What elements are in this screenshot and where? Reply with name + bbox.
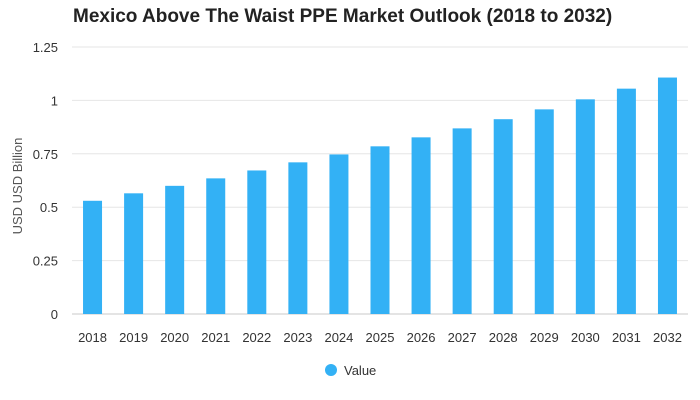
bar-2022[interactable]	[247, 170, 267, 314]
x-tick-label: 2023	[283, 330, 312, 345]
y-tick-label: 0.75	[33, 147, 58, 162]
legend-label-value: Value	[344, 363, 376, 378]
y-axis-ticks: 0 0.25 0.5 0.75 1 1.25	[33, 40, 58, 322]
bar-2019[interactable]	[124, 193, 144, 314]
bar-2032[interactable]	[657, 77, 677, 314]
y-tick-label: 1	[51, 93, 58, 108]
x-tick-label: 2025	[366, 330, 395, 345]
x-tick-label: 2027	[448, 330, 477, 345]
x-tick-label: 2026	[407, 330, 436, 345]
y-tick-label: 0.5	[40, 200, 58, 215]
x-tick-label: 2019	[119, 330, 148, 345]
bar-2020[interactable]	[165, 185, 185, 314]
bar-2029[interactable]	[534, 109, 554, 314]
bar-series	[83, 77, 677, 314]
bar-2024[interactable]	[329, 154, 349, 314]
legend-marker-value	[325, 364, 337, 376]
bar-2027[interactable]	[452, 128, 472, 314]
bar-2025[interactable]	[370, 146, 390, 314]
bar-2031[interactable]	[616, 88, 636, 314]
bar-2030[interactable]	[575, 99, 595, 314]
x-tick-label: 2024	[324, 330, 353, 345]
y-tick-label: 1.25	[33, 40, 58, 55]
chart-title: Mexico Above The Waist PPE Market Outloo…	[73, 6, 613, 27]
bar-2026[interactable]	[411, 137, 431, 314]
x-tick-label: 2028	[489, 330, 518, 345]
bar-2028[interactable]	[493, 119, 513, 314]
x-tick-label: 2032	[653, 330, 682, 345]
x-tick-label: 2022	[242, 330, 271, 345]
y-tick-label: 0.25	[33, 254, 58, 269]
y-tick-label: 0	[51, 307, 58, 322]
x-tick-label: 2021	[201, 330, 230, 345]
x-axis-ticks: 2018 2019 2020 2021 2022 2023 2024 2025 2026 2027…	[78, 330, 682, 345]
x-tick-label: 2031	[612, 330, 641, 345]
bar-2023[interactable]	[288, 162, 308, 314]
x-tick-label: 2020	[160, 330, 189, 345]
bar-2018[interactable]	[83, 200, 103, 314]
x-tick-label: 2018	[78, 330, 107, 345]
bar-2021[interactable]	[206, 178, 226, 314]
x-tick-label: 2030	[571, 330, 600, 345]
y-axis-label: USD USD Billion	[10, 138, 25, 235]
legend[interactable]: Value	[325, 363, 376, 378]
x-tick-label: 2029	[530, 330, 559, 345]
